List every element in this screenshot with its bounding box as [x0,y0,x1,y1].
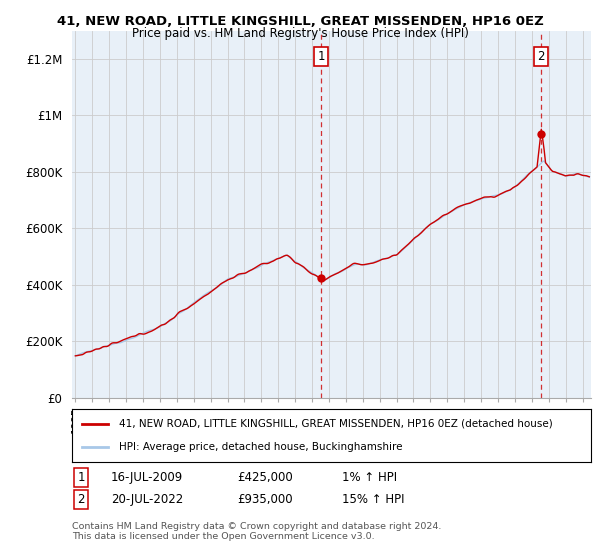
Text: Price paid vs. HM Land Registry's House Price Index (HPI): Price paid vs. HM Land Registry's House … [131,27,469,40]
Text: 1: 1 [317,50,325,63]
Text: 41, NEW ROAD, LITTLE KINGSHILL, GREAT MISSENDEN, HP16 0EZ: 41, NEW ROAD, LITTLE KINGSHILL, GREAT MI… [56,15,544,27]
Text: HPI: Average price, detached house, Buckinghamshire: HPI: Average price, detached house, Buck… [119,442,402,452]
Text: 1: 1 [77,471,85,484]
Text: 20-JUL-2022: 20-JUL-2022 [111,493,183,506]
Text: 2: 2 [77,493,85,506]
Text: 41, NEW ROAD, LITTLE KINGSHILL, GREAT MISSENDEN, HP16 0EZ (detached house): 41, NEW ROAD, LITTLE KINGSHILL, GREAT MI… [119,419,553,429]
Text: 15% ↑ HPI: 15% ↑ HPI [342,493,404,506]
Text: £425,000: £425,000 [237,471,293,484]
Text: 16-JUL-2009: 16-JUL-2009 [111,471,183,484]
Text: 2: 2 [537,50,545,63]
Text: 1% ↑ HPI: 1% ↑ HPI [342,471,397,484]
Text: Contains HM Land Registry data © Crown copyright and database right 2024.
This d: Contains HM Land Registry data © Crown c… [72,522,442,542]
Text: £935,000: £935,000 [237,493,293,506]
